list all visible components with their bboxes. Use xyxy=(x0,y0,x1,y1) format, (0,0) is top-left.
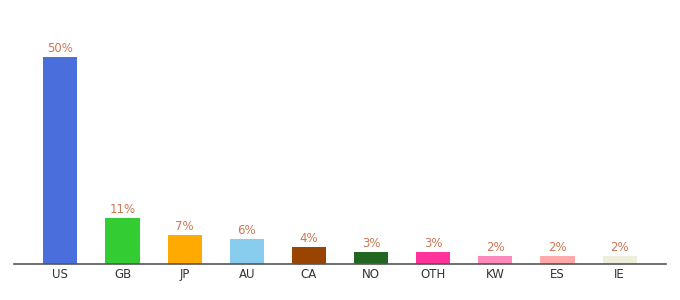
Bar xyxy=(478,256,513,264)
Bar xyxy=(44,57,78,264)
Bar xyxy=(230,239,264,264)
Bar xyxy=(292,248,326,264)
Bar xyxy=(167,235,202,264)
Bar xyxy=(541,256,575,264)
Text: 2%: 2% xyxy=(548,241,567,254)
Text: 50%: 50% xyxy=(48,42,73,55)
Bar xyxy=(105,218,139,264)
Text: 11%: 11% xyxy=(109,203,135,216)
Bar xyxy=(416,252,450,264)
Bar xyxy=(602,256,636,264)
Text: 7%: 7% xyxy=(175,220,194,233)
Text: 2%: 2% xyxy=(486,241,505,254)
Bar xyxy=(354,252,388,264)
Text: 3%: 3% xyxy=(362,236,380,250)
Text: 2%: 2% xyxy=(611,241,629,254)
Text: 3%: 3% xyxy=(424,236,443,250)
Text: 6%: 6% xyxy=(237,224,256,237)
Text: 4%: 4% xyxy=(300,232,318,245)
